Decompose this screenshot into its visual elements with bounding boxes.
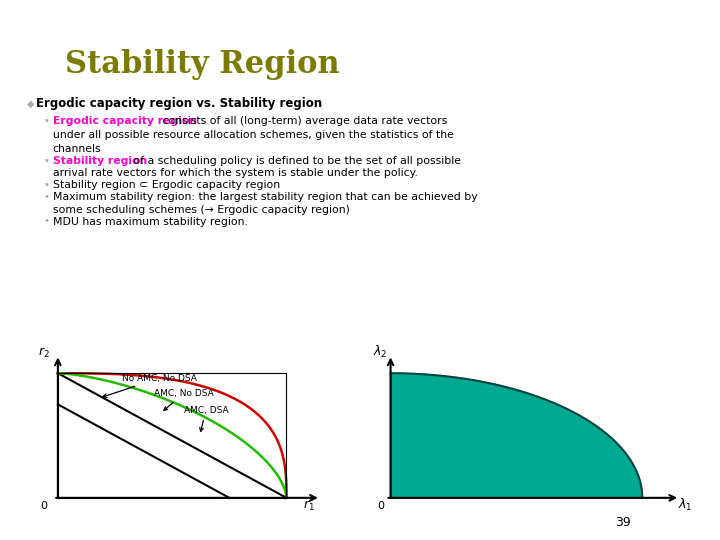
Text: ◆: ◆ bbox=[27, 99, 35, 109]
Text: No AMC, No DSA: No AMC, No DSA bbox=[103, 374, 197, 397]
Text: under all possible resource allocation schemes, given the statistics of the: under all possible resource allocation s… bbox=[53, 130, 454, 140]
Text: •: • bbox=[43, 116, 49, 126]
Text: Ergodic capacity region: Ergodic capacity region bbox=[53, 116, 197, 126]
Text: •: • bbox=[43, 156, 49, 166]
Text: •: • bbox=[43, 216, 49, 226]
Text: AMC, No DSA: AMC, No DSA bbox=[154, 389, 214, 410]
Text: $\lambda_1$: $\lambda_1$ bbox=[678, 497, 693, 513]
Text: of a scheduling policy is defined to be the set of all possible: of a scheduling policy is defined to be … bbox=[130, 156, 462, 166]
Text: consists of all (long-term) average data rate vectors: consists of all (long-term) average data… bbox=[159, 116, 447, 126]
Text: $r_1$: $r_1$ bbox=[303, 499, 315, 513]
Text: $\lambda_2$: $\lambda_2$ bbox=[373, 344, 388, 360]
Text: $r_2$: $r_2$ bbox=[38, 346, 50, 360]
Text: 0: 0 bbox=[377, 501, 384, 511]
Text: Stability region: Stability region bbox=[53, 156, 147, 166]
Text: Maximum stability region: the largest stability region that can be achieved by: Maximum stability region: the largest st… bbox=[53, 192, 477, 202]
Text: •: • bbox=[43, 192, 49, 202]
Polygon shape bbox=[390, 373, 642, 498]
Text: AMC, DSA: AMC, DSA bbox=[184, 406, 228, 431]
Text: arrival rate vectors for which the system is stable under the policy.: arrival rate vectors for which the syste… bbox=[53, 168, 418, 179]
Text: channels: channels bbox=[53, 144, 102, 154]
Text: 0: 0 bbox=[40, 501, 48, 511]
Text: Stability Region: Stability Region bbox=[65, 49, 340, 80]
Text: Ergodic capacity region vs. Stability region: Ergodic capacity region vs. Stability re… bbox=[36, 97, 322, 110]
Text: MDU has maximum stability region.: MDU has maximum stability region. bbox=[53, 217, 248, 227]
Text: •: • bbox=[43, 180, 49, 191]
Text: 39: 39 bbox=[615, 516, 631, 530]
Text: Stability region ⊂ Ergodic capacity region: Stability region ⊂ Ergodic capacity regi… bbox=[53, 180, 279, 191]
Text: some scheduling schemes (→ Ergodic capacity region): some scheduling schemes (→ Ergodic capac… bbox=[53, 205, 349, 215]
